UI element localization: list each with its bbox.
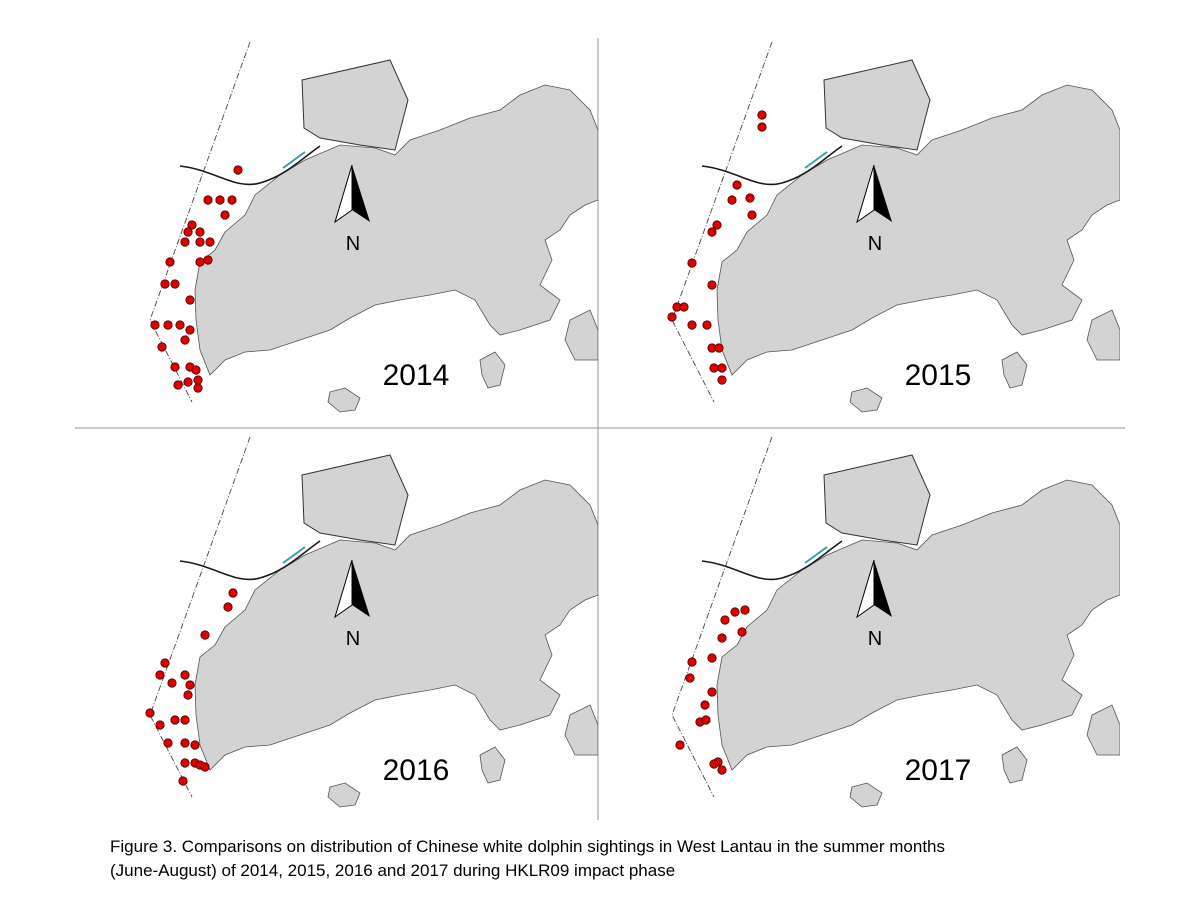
sighting-dot [700, 700, 710, 710]
north-label: N [868, 628, 882, 650]
sighting-dot [223, 602, 233, 612]
sighting-dot [185, 295, 195, 305]
sighting-dot [170, 715, 180, 725]
sighting-dot [190, 740, 200, 750]
sighting-dot [737, 627, 747, 637]
sighting-dot [191, 365, 201, 375]
sighting-dot [707, 280, 717, 290]
sighting-dot [707, 653, 717, 663]
sighting-dot [205, 237, 215, 247]
sighting-dot [183, 377, 193, 387]
caption: (June-August) of 2014, 2015, 2016 and 20… [110, 861, 675, 880]
sighting-dot [717, 765, 727, 775]
sighting-dot [183, 690, 193, 700]
sighting-dot [687, 258, 697, 268]
sighting-dot [714, 343, 724, 353]
sighting-dot [215, 195, 225, 205]
sighting-dot [160, 279, 170, 289]
sighting-dot [757, 122, 767, 132]
sighting-dot [720, 615, 730, 625]
sighting-dot [745, 193, 755, 203]
sighting-dot [227, 195, 237, 205]
sighting-dot [717, 375, 727, 385]
map [667, 41, 1120, 413]
sighting-dot [200, 630, 210, 640]
north-label: N [868, 233, 882, 255]
year-label: 2016 [383, 754, 450, 787]
sighting-dot [150, 320, 160, 330]
sighting-dot [730, 607, 740, 617]
sighting-dot [757, 110, 767, 120]
sighting-dot [180, 237, 190, 247]
year-label: 2015 [905, 359, 972, 392]
caption: Figure 3. Comparisons on distribution of… [110, 837, 945, 856]
sighting-dot [717, 363, 727, 373]
sighting-dot [727, 195, 737, 205]
sighting-dot [702, 320, 712, 330]
sighting-dot [687, 657, 697, 667]
sighting-dot [203, 255, 213, 265]
sighting-dot [167, 678, 177, 688]
map-panel: N 2017 [671, 436, 1120, 808]
sighting-dot [685, 673, 695, 683]
sighting-dot [180, 670, 190, 680]
north-label: N [346, 628, 360, 650]
sighting-dot [175, 320, 185, 330]
sighting-dot [180, 738, 190, 748]
sighting-dot [183, 227, 193, 237]
sighting-dot [220, 210, 230, 220]
sighting-dot [709, 759, 719, 769]
sighting-dot [195, 237, 205, 247]
sighting-dot [193, 383, 203, 393]
sighting-dot [195, 227, 205, 237]
sighting-dot [200, 762, 210, 772]
sighting-dot [740, 605, 750, 615]
sighting-dot [687, 320, 697, 330]
map-panel: N 2016 [145, 436, 598, 808]
map-panel: N 2014 [149, 41, 598, 413]
sighting-dot [170, 362, 180, 372]
sighting-dot [163, 738, 173, 748]
sighting-dot [155, 670, 165, 680]
sighting-dot [233, 165, 243, 175]
sighting-dot [180, 335, 190, 345]
map [145, 436, 598, 808]
map [671, 436, 1120, 808]
map [149, 41, 598, 413]
sighting-dot [173, 380, 183, 390]
north-label: N [346, 233, 360, 255]
sighting-dot [747, 210, 757, 220]
sighting-dot [717, 633, 727, 643]
sighting-dot [145, 708, 155, 718]
sighting-dot [163, 320, 173, 330]
sighting-dot [701, 715, 711, 725]
sighting-dot [165, 257, 175, 267]
sighting-dot [187, 220, 197, 230]
sighting-dot [667, 312, 677, 322]
sighting-dot [185, 325, 195, 335]
sighting-dot [193, 375, 203, 385]
sighting-dot [178, 776, 188, 786]
sighting-dot [675, 740, 685, 750]
sighting-dot [180, 758, 190, 768]
sighting-dot [707, 227, 717, 237]
year-label: 2017 [905, 754, 972, 787]
sighting-dot [732, 180, 742, 190]
sighting-dot [185, 680, 195, 690]
year-label: 2014 [383, 359, 450, 392]
sighting-dot [157, 342, 167, 352]
sighting-dot [203, 195, 213, 205]
sighting-dot [228, 588, 238, 598]
sighting-dot [679, 302, 689, 312]
sighting-dot [712, 220, 722, 230]
sighting-dot [180, 715, 190, 725]
sighting-dot [195, 257, 205, 267]
map-panel: N 2015 [667, 41, 1120, 413]
sighting-dot [155, 720, 165, 730]
sighting-dot [707, 687, 717, 697]
sighting-dot [170, 279, 180, 289]
sighting-dot [160, 658, 170, 668]
sighting-dot [709, 363, 719, 373]
